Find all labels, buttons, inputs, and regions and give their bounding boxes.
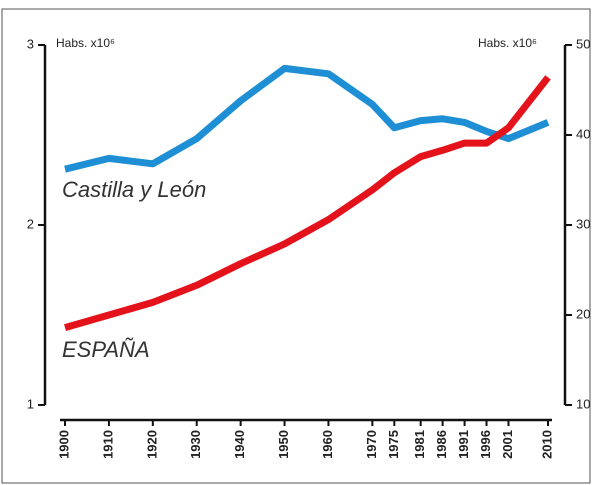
- x-tick-label: 1975: [386, 430, 401, 459]
- x-tick-label: 1940: [232, 430, 247, 459]
- x-tick-label: 2001: [500, 430, 515, 459]
- y-tick-label: 2: [27, 216, 34, 231]
- y2-tick-label: 10: [576, 396, 590, 411]
- x-tick-label: 1986: [434, 430, 449, 459]
- x-tick-label: 1996: [478, 430, 493, 459]
- x-tick-label: 2010: [539, 430, 554, 459]
- x-tick-label: 1910: [100, 430, 115, 459]
- x-tick-label: 1950: [276, 430, 291, 459]
- x-tick-label: 1930: [188, 430, 203, 459]
- x-tick-label: 1920: [144, 430, 159, 459]
- x-tick-label: 1960: [320, 430, 335, 459]
- y2-axis-label: Habs. x10⁶: [478, 36, 537, 50]
- y-tick-label: 3: [27, 36, 34, 51]
- line: [64, 64, 550, 173]
- y2-tick-label: 20: [576, 306, 590, 321]
- series-label: Castilla y León: [62, 177, 206, 202]
- y2-tick-label: 30: [576, 216, 590, 231]
- y2-tick-label: 50: [576, 36, 590, 51]
- y-axis-label: Habs. x10⁶: [56, 36, 115, 50]
- x-tick-label: 1981: [412, 430, 427, 459]
- x-tick-label: 1970: [364, 430, 379, 459]
- y2-tick-label: 40: [576, 126, 590, 141]
- series-label: ESPAÑA: [62, 337, 150, 362]
- x-tick-label: 1991: [456, 430, 471, 459]
- x-tick-label: 1900: [56, 430, 71, 459]
- line: [64, 75, 551, 331]
- frame: [1, 8, 591, 484]
- y-tick-label: 1: [27, 396, 34, 411]
